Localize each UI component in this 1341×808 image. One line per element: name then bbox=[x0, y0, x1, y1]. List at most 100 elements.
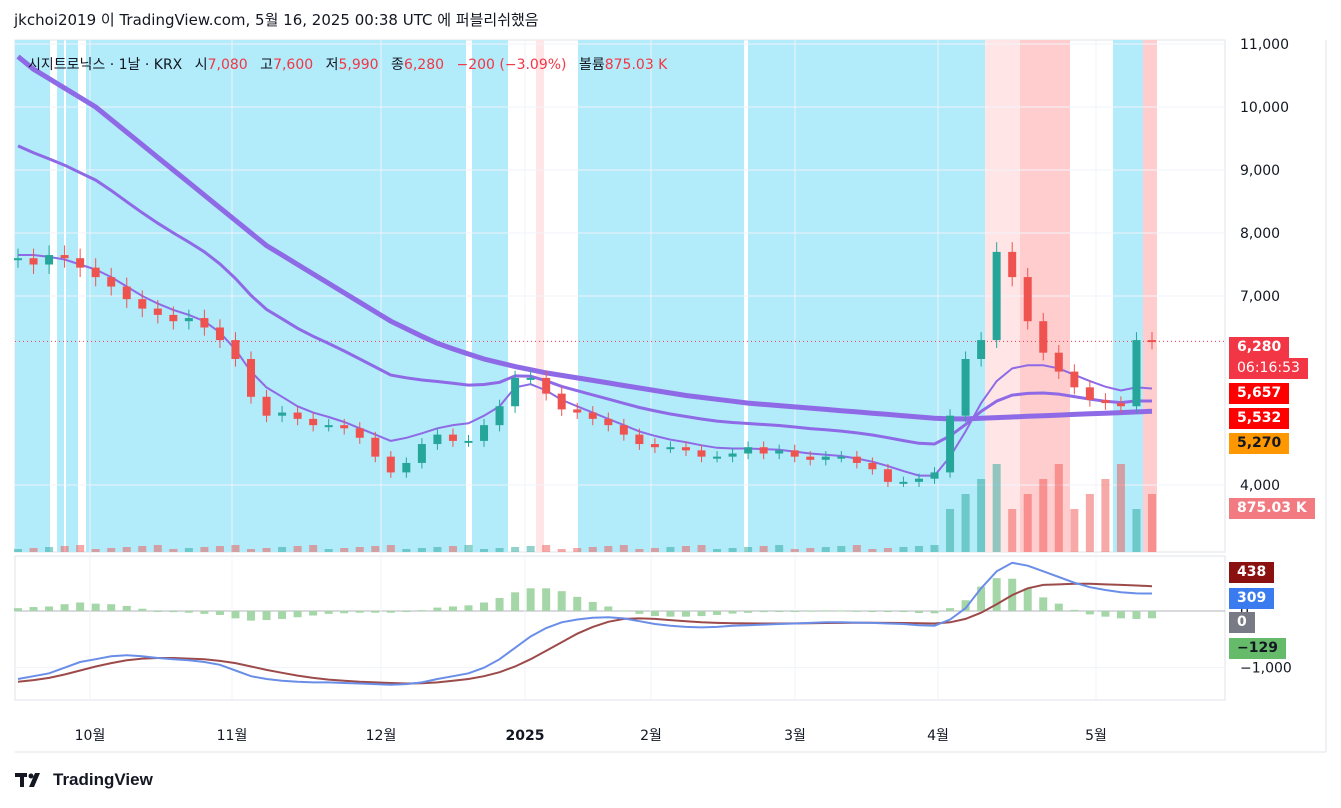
candle-body bbox=[29, 258, 38, 265]
volume-bar bbox=[681, 546, 690, 552]
candle-body bbox=[806, 456, 815, 460]
volume-bar bbox=[417, 548, 426, 552]
macd-line-badge: 309 bbox=[1229, 588, 1275, 609]
candle-body bbox=[340, 425, 349, 429]
volume-bar bbox=[914, 546, 923, 552]
last-price-badge: 6,280 bbox=[1229, 337, 1290, 358]
countdown-badge: 06:16:53 bbox=[1229, 358, 1308, 379]
candle-body bbox=[728, 453, 737, 457]
candle-body bbox=[868, 462, 877, 470]
ma-mid-line bbox=[17, 144, 1153, 446]
y-tick-label: 7,000 bbox=[1240, 289, 1280, 305]
macd-histogram-bar bbox=[247, 611, 256, 621]
volume-bar bbox=[573, 548, 582, 552]
volume-bar bbox=[309, 545, 318, 552]
volume-bar bbox=[977, 479, 986, 552]
candle-body bbox=[1023, 277, 1032, 322]
candle-body bbox=[930, 472, 939, 479]
ma-long-line bbox=[16, 54, 1153, 422]
volume-bar bbox=[961, 494, 970, 552]
macd-hist-badge: −129 bbox=[1229, 638, 1286, 659]
footer: TradingView bbox=[15, 770, 153, 790]
candle-body bbox=[899, 481, 908, 484]
volume-bar bbox=[480, 549, 489, 552]
volume-bar bbox=[262, 548, 271, 552]
symbol-label[interactable]: 시지트로닉스 · 1날 · KRX bbox=[28, 57, 183, 73]
x-tick-label: 10월 bbox=[75, 728, 106, 744]
y-tick-label: 4,000 bbox=[1240, 478, 1280, 494]
macd-histogram-bar bbox=[759, 611, 768, 613]
macd-histogram-bar bbox=[977, 586, 986, 611]
macd-histogram-bar bbox=[666, 611, 675, 617]
macd-signal-line bbox=[17, 582, 1153, 685]
volume-bar bbox=[14, 549, 22, 552]
macd-histogram-bar bbox=[511, 592, 520, 611]
y-tick-label: 9,000 bbox=[1240, 163, 1280, 179]
high-label: 고 bbox=[260, 57, 274, 73]
low-label: 저 bbox=[325, 57, 339, 73]
macd-histogram-bar bbox=[433, 607, 442, 611]
volume-bar bbox=[107, 548, 116, 552]
volume-bar bbox=[1008, 509, 1017, 552]
macd-histogram-bar bbox=[914, 611, 923, 613]
macd-histogram-bar bbox=[790, 611, 799, 612]
x-tick-label: 5월 bbox=[1085, 728, 1107, 744]
volume-bar bbox=[60, 546, 69, 552]
candle-body bbox=[153, 308, 162, 315]
x-tick-label: 2월 bbox=[640, 728, 662, 744]
volume-bar bbox=[511, 547, 520, 552]
volume-bar bbox=[293, 546, 302, 552]
ohlc-legend: 시지트로닉스 · 1날 · KRX 시7,080 고7,600 저5,990 종… bbox=[28, 54, 667, 74]
volume-bar bbox=[1101, 479, 1110, 552]
macd-histogram-bar bbox=[1116, 611, 1125, 619]
macd-histogram-bar bbox=[386, 611, 395, 613]
volume-bar bbox=[91, 549, 100, 552]
candle-body bbox=[619, 425, 628, 435]
macd-histogram-bar bbox=[635, 611, 644, 614]
candle-body bbox=[262, 396, 271, 416]
candle-body bbox=[464, 440, 473, 443]
x-tick-label: 4월 bbox=[927, 728, 949, 744]
macd-histogram-bar bbox=[91, 603, 100, 611]
volume-bar bbox=[713, 549, 722, 552]
macd-histogram-bar bbox=[852, 610, 861, 612]
candle-body bbox=[60, 255, 69, 259]
volume-bar bbox=[76, 545, 85, 552]
candle-body bbox=[1132, 340, 1141, 407]
macd-histogram-bar bbox=[899, 611, 908, 613]
volume-bar bbox=[169, 549, 178, 552]
macd-histogram-bar bbox=[821, 610, 830, 612]
volume-bar bbox=[1085, 494, 1094, 552]
candle-body bbox=[495, 406, 504, 426]
volume-bar bbox=[697, 545, 706, 552]
open-label: 시 bbox=[194, 57, 208, 73]
x-tick-label: 11월 bbox=[217, 728, 248, 744]
macd-histogram-bar bbox=[355, 611, 364, 613]
volume-bar bbox=[1039, 479, 1048, 552]
macd-histogram-bar bbox=[868, 611, 877, 612]
low-value: 5,990 bbox=[338, 57, 379, 73]
macd-histogram-bar bbox=[278, 611, 287, 619]
macd-histogram-bar bbox=[153, 611, 162, 612]
candle-body bbox=[278, 412, 287, 416]
volume-bar bbox=[138, 546, 147, 552]
candle-body bbox=[713, 456, 722, 459]
x-tick-label: 3월 bbox=[784, 728, 806, 744]
macd-histogram-bar bbox=[650, 611, 659, 617]
volume-bar bbox=[1132, 509, 1141, 552]
volume-bar bbox=[744, 547, 753, 552]
volume-bar bbox=[371, 546, 380, 552]
macd-histogram-bar bbox=[837, 610, 846, 612]
candle-body bbox=[588, 412, 597, 419]
volume-bar bbox=[775, 545, 784, 552]
volume-bar bbox=[899, 547, 908, 552]
macd-line bbox=[17, 561, 1153, 686]
macd-histogram-bar bbox=[930, 611, 939, 614]
y-tick-label: 10,000 bbox=[1240, 100, 1289, 116]
y-tick-label: 8,000 bbox=[1240, 226, 1280, 242]
ma-red-badge-2: 5,532 bbox=[1229, 408, 1290, 429]
macd-histogram-bar bbox=[526, 588, 535, 611]
candle-body bbox=[293, 412, 302, 419]
volume-bar bbox=[806, 548, 815, 552]
